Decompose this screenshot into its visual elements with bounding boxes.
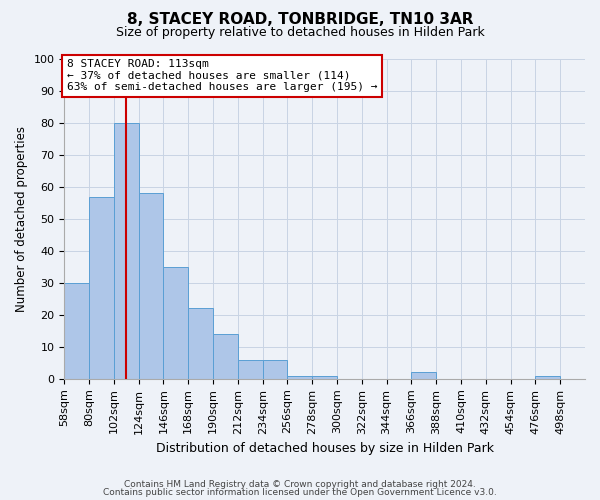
Text: Contains HM Land Registry data © Crown copyright and database right 2024.: Contains HM Land Registry data © Crown c…: [124, 480, 476, 489]
Text: Contains public sector information licensed under the Open Government Licence v3: Contains public sector information licen…: [103, 488, 497, 497]
Bar: [64, 283, 89, 379]
Y-axis label: Number of detached properties: Number of detached properties: [15, 126, 28, 312]
Bar: [89, 196, 114, 379]
Bar: [535, 376, 560, 379]
Text: Size of property relative to detached houses in Hilden Park: Size of property relative to detached ho…: [116, 26, 484, 39]
Bar: [114, 123, 139, 379]
Bar: [163, 267, 188, 379]
Bar: [312, 376, 337, 379]
Bar: [263, 360, 287, 379]
Text: 8, STACEY ROAD, TONBRIDGE, TN10 3AR: 8, STACEY ROAD, TONBRIDGE, TN10 3AR: [127, 12, 473, 28]
Bar: [188, 308, 213, 379]
Bar: [139, 194, 163, 379]
Bar: [412, 372, 436, 379]
Bar: [287, 376, 312, 379]
X-axis label: Distribution of detached houses by size in Hilden Park: Distribution of detached houses by size …: [155, 442, 494, 455]
Bar: [238, 360, 263, 379]
Bar: [213, 334, 238, 379]
Text: 8 STACEY ROAD: 113sqm
← 37% of detached houses are smaller (114)
63% of semi-det: 8 STACEY ROAD: 113sqm ← 37% of detached …: [67, 59, 377, 92]
